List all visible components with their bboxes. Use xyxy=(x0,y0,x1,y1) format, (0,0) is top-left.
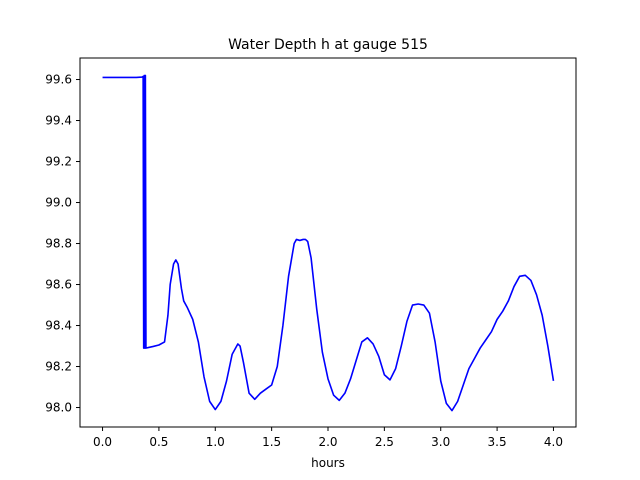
y-axis-ticks: 98.0 98.2 98.4 98.6 98.8 99.0 99.2 99.4 99.6 xyxy=(45,73,80,415)
x-tick-label: 3.5 xyxy=(488,435,507,449)
x-tick-label: 1.5 xyxy=(262,435,281,449)
x-axis-label: hours xyxy=(311,456,345,470)
y-tick-label: 98.8 xyxy=(45,237,72,251)
x-tick-label: 1.0 xyxy=(206,435,225,449)
y-tick-label: 99.0 xyxy=(45,196,72,210)
plot-area-frame xyxy=(79,57,577,428)
x-tick-label: 0.0 xyxy=(93,435,112,449)
x-axis-ticks: 0.0 0.5 1.0 1.5 2.0 2.5 3.0 3.5 4.0 xyxy=(93,427,563,449)
y-tick-label: 98.2 xyxy=(45,360,72,374)
x-tick-label: 2.0 xyxy=(318,435,337,449)
y-tick-label: 98.6 xyxy=(45,278,72,292)
x-tick-label: 0.5 xyxy=(149,435,168,449)
x-tick-label: 2.5 xyxy=(375,435,394,449)
series-line xyxy=(102,74,555,412)
y-tick-label: 99.4 xyxy=(45,114,72,128)
y-tick-label: 98.4 xyxy=(45,319,72,333)
x-tick-label: 3.0 xyxy=(431,435,450,449)
chart-title: Water Depth h at gauge 515 xyxy=(228,37,428,53)
y-tick-label: 99.6 xyxy=(45,73,72,87)
plot-content xyxy=(102,74,555,412)
x-tick-label: 4.0 xyxy=(544,435,563,449)
y-tick-label: 98.0 xyxy=(45,401,72,415)
y-tick-label: 99.2 xyxy=(45,155,72,169)
